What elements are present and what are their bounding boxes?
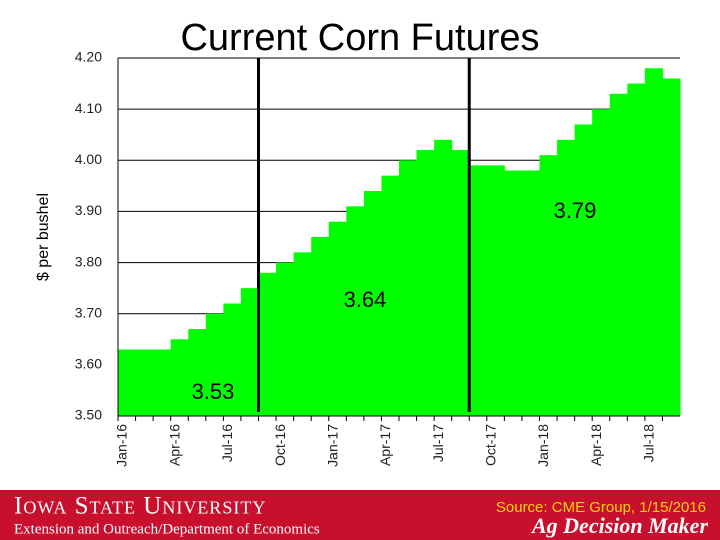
- x-tick-label: Apr-17: [377, 424, 393, 466]
- step-bar: [609, 93, 628, 417]
- step-bar: [293, 252, 312, 416]
- footer-band: [0, 490, 720, 540]
- step-bar: [416, 150, 435, 417]
- step-bar: [627, 83, 646, 417]
- y-tick-label: 4.20: [75, 49, 102, 65]
- brand: Ag Decision Maker: [530, 513, 708, 538]
- step-bar: [662, 78, 681, 416]
- x-tick-label: Jan-17: [324, 424, 340, 467]
- step-bar: [521, 170, 540, 416]
- step-bar: [539, 155, 558, 416]
- step-bar: [346, 206, 365, 416]
- plot-area: 3.50 3.60 3.70 3.80 3.90 4.00 4.10 4.20 Jan-16 Ap…: [75, 49, 681, 467]
- source: Source: CME Group, 1/15/2016: [496, 499, 706, 516]
- step-bar: [276, 262, 295, 416]
- step-bar: [223, 303, 242, 416]
- step-bar: [153, 349, 172, 416]
- y-tick-label: 3.50: [75, 407, 102, 423]
- chart-title: Current Corn Futures: [180, 17, 539, 59]
- step-bar: [486, 165, 505, 416]
- x-tick-label: Apr-16: [166, 424, 182, 466]
- step-bar: [381, 175, 400, 416]
- step-bar: [399, 160, 418, 416]
- x-tick-label: Apr-18: [588, 424, 604, 466]
- step-bar: [188, 329, 207, 416]
- x-tick-label: Jul-18: [641, 424, 657, 462]
- y-tick-label: 4.00: [75, 151, 102, 167]
- step-bar: [574, 124, 593, 416]
- y-tick-label: 3.90: [75, 202, 102, 218]
- step-bar: [135, 349, 154, 416]
- step-bar: [118, 349, 137, 416]
- step-bar: [644, 68, 663, 416]
- step-bar: [258, 272, 277, 416]
- y-tick-label: 3.60: [75, 356, 102, 372]
- x-tick-label: Jul-16: [219, 424, 235, 462]
- y-tick-label: 3.80: [75, 253, 102, 269]
- y-axis-label: $ per bushel: [35, 193, 52, 281]
- y-tick-label: 4.10: [75, 100, 102, 116]
- step-bar: [592, 109, 611, 417]
- step-bar: [170, 339, 189, 416]
- x-tick-label: Jul-17: [430, 424, 446, 462]
- step-bar: [205, 313, 224, 416]
- step-bar: [363, 190, 382, 416]
- x-tick-label: Jan-16: [114, 424, 130, 467]
- step-bar: [240, 288, 259, 416]
- step-bar: [434, 139, 453, 417]
- step-bar: [451, 150, 470, 417]
- step-bar: [469, 165, 488, 416]
- step-bar: [557, 139, 576, 417]
- x-tick-label: Oct-17: [483, 424, 499, 466]
- annotation: 3.64: [344, 287, 387, 312]
- step-bar: [328, 221, 347, 416]
- annotation: 3.79: [554, 198, 597, 223]
- university: Iowa State University: [14, 493, 266, 520]
- x-tick-label: Oct-16: [272, 424, 288, 466]
- y-tick-label: 3.70: [75, 304, 102, 320]
- x-tick-label: Jan-18: [535, 424, 551, 467]
- annotation: 3.53: [192, 379, 235, 404]
- step-bar: [504, 170, 523, 416]
- department: Extension and Outreach/Department of Eco…: [14, 521, 320, 537]
- step-bar: [311, 237, 330, 416]
